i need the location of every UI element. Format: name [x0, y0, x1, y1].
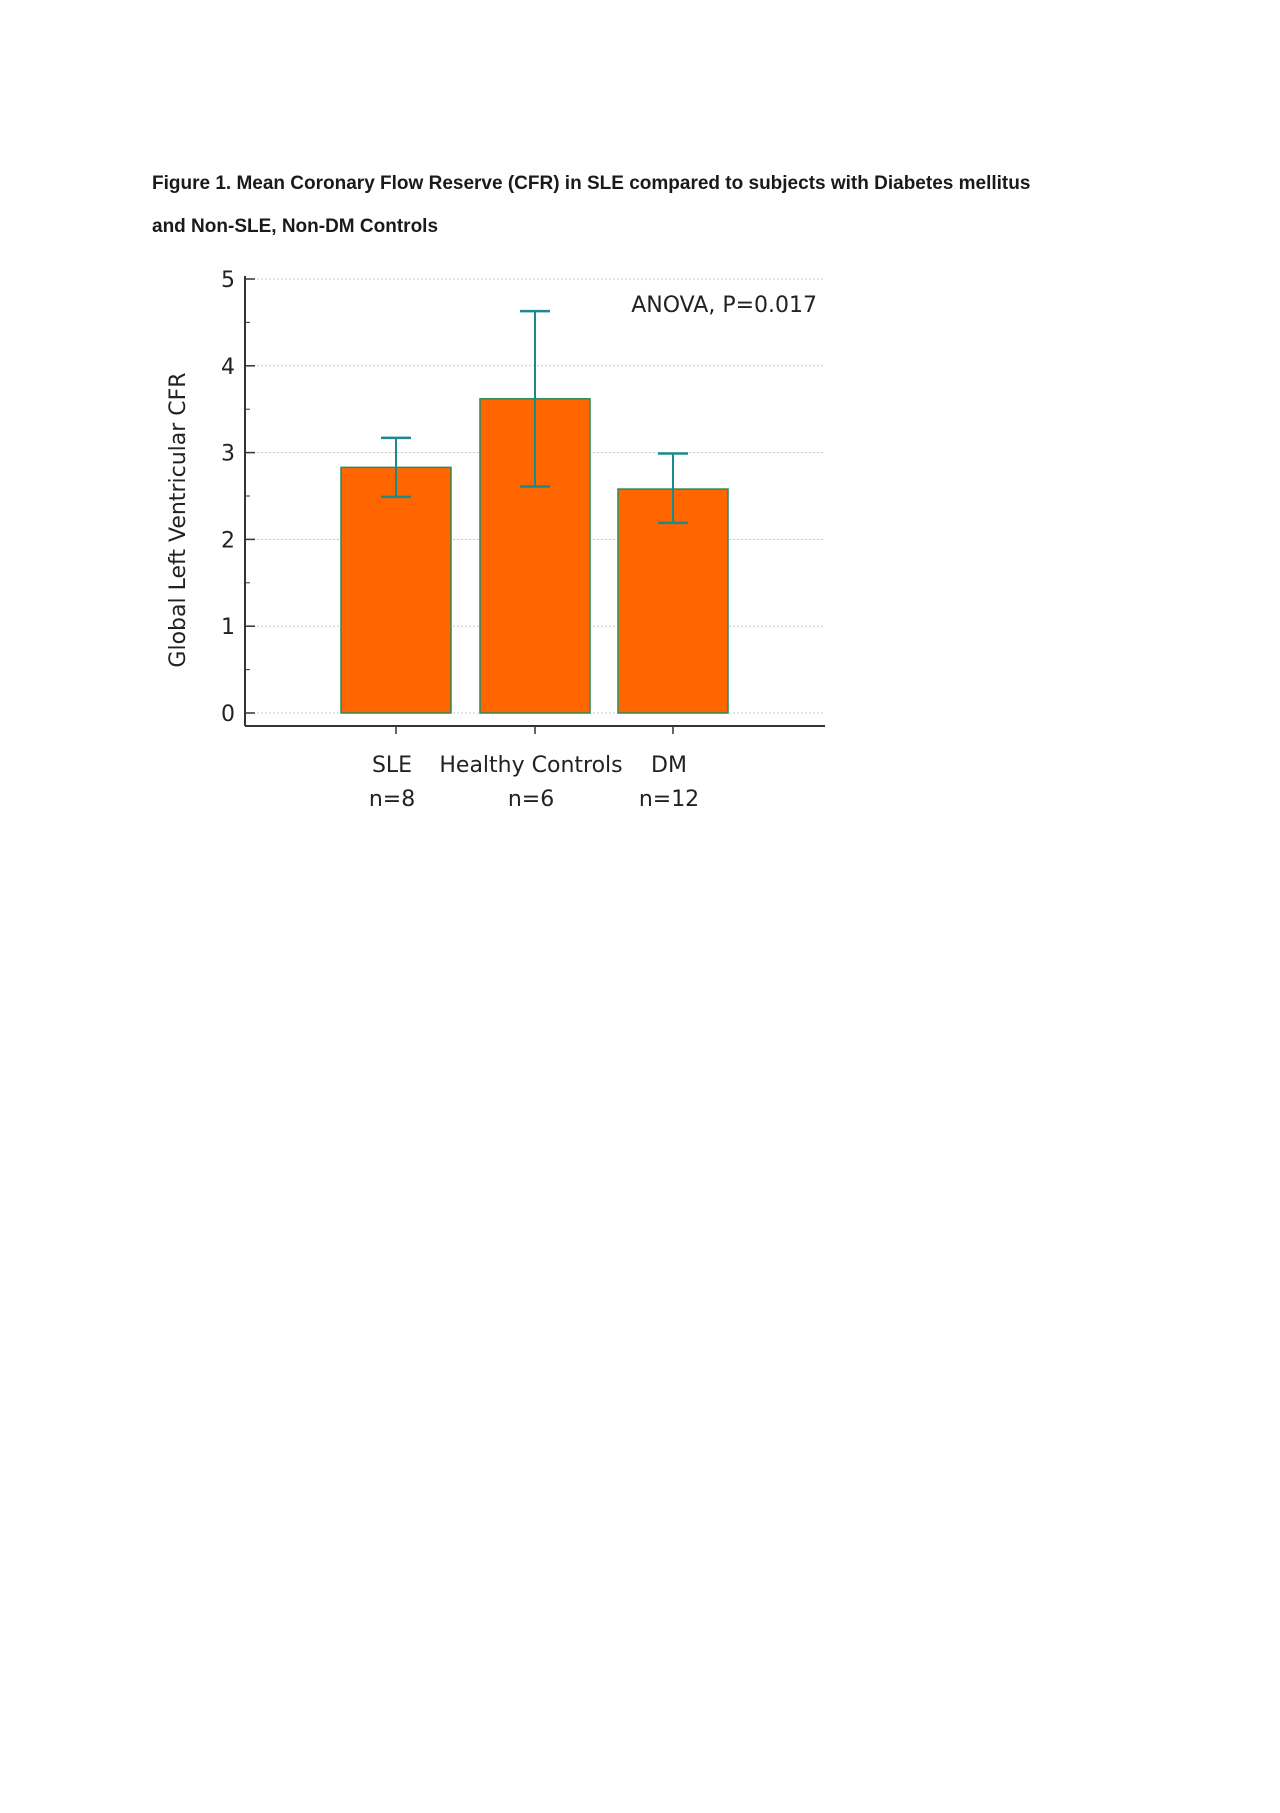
y-tick-label-3: 3 — [221, 442, 235, 467]
y-tick-label-0: 0 — [221, 702, 235, 727]
x-tick-label: DM — [651, 753, 687, 778]
bar-dm — [617, 488, 729, 714]
x-tick-sublabel: n=8 — [369, 787, 415, 812]
tick-labels: 0 1 2 3 4 5 SLE n=8 Healthy Controls n=6 DM n=12 — [221, 268, 699, 812]
figure-caption-line-1: Figure 1. Mean Coronary Flow Reserve (CF… — [152, 173, 1031, 194]
y-axis-label: Global Left Ventricular CFR — [166, 372, 191, 667]
x-tick-label: SLE — [372, 753, 412, 778]
x-tick-sublabel: n=12 — [639, 787, 699, 812]
y-tick-label-2: 2 — [221, 528, 235, 553]
bar-sle — [340, 466, 452, 714]
y-tick-label-5: 5 — [221, 268, 235, 293]
x-tick-label: Healthy Controls — [439, 753, 622, 778]
figure-caption-line-2: and Non-SLE, Non-DM Controls — [152, 216, 439, 237]
y-tick-label-1: 1 — [221, 615, 235, 640]
y-tick-label-4: 4 — [221, 355, 235, 380]
x-tick-sublabel: n=6 — [508, 787, 554, 812]
error-bars — [381, 309, 688, 525]
axes — [244, 276, 825, 734]
figure-caption: Figure 1. Mean Coronary Flow Reserve (CF… — [152, 162, 1152, 248]
anova-annotation: ANOVA, P=0.017 — [631, 293, 817, 318]
